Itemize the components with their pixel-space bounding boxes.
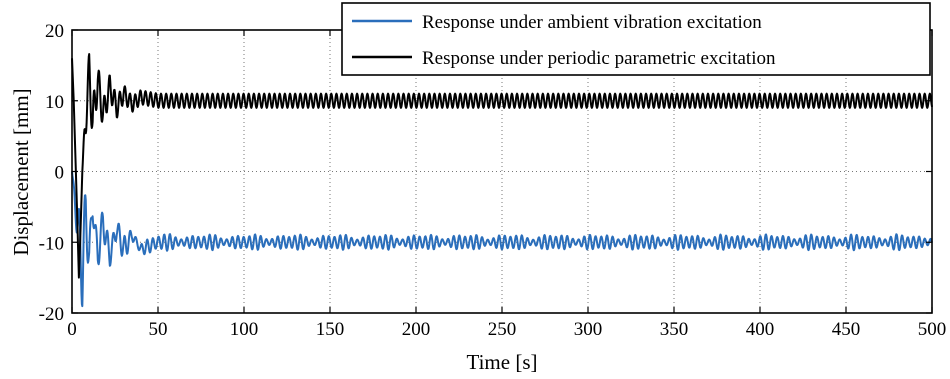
y-tick-label: 0 bbox=[55, 163, 65, 184]
x-tick-label: 150 bbox=[316, 319, 345, 340]
y-tick-label: -10 bbox=[39, 233, 64, 254]
x-tick-label: 300 bbox=[574, 319, 603, 340]
legend-box bbox=[341, 2, 931, 76]
x-axis-title: Time [s] bbox=[467, 350, 538, 374]
x-tick-label: 350 bbox=[660, 319, 689, 340]
y-axis-title: Displacement [mm] bbox=[9, 88, 33, 255]
x-tick-label: 0 bbox=[67, 319, 77, 340]
x-tick-label: 450 bbox=[832, 319, 861, 340]
y-tick-label: 10 bbox=[45, 92, 64, 113]
tick-labels: 0 50 100 150 200 250 300 350 400 450 50020100-10-2… bbox=[39, 21, 947, 340]
x-tick-label: 500 bbox=[918, 319, 947, 340]
series-ambient-line bbox=[71, 171, 933, 308]
legend: Response under ambient vibration excitat… bbox=[341, 2, 931, 76]
x-tick-label: 100 bbox=[230, 319, 259, 340]
x-tick-label: 400 bbox=[746, 319, 775, 340]
legend-label-ambient: Response under ambient vibration excitat… bbox=[422, 12, 762, 33]
x-tick-label: 200 bbox=[402, 319, 431, 340]
x-tick-label: 250 bbox=[488, 319, 517, 340]
series-layer bbox=[71, 53, 933, 308]
y-tick-label: 20 bbox=[45, 21, 64, 42]
legend-label-periodic: Response under periodic parametric excit… bbox=[422, 48, 776, 69]
y-tick-label: -20 bbox=[39, 304, 64, 325]
x-tick-label: 50 bbox=[149, 319, 168, 340]
series-periodic-line bbox=[71, 53, 933, 279]
